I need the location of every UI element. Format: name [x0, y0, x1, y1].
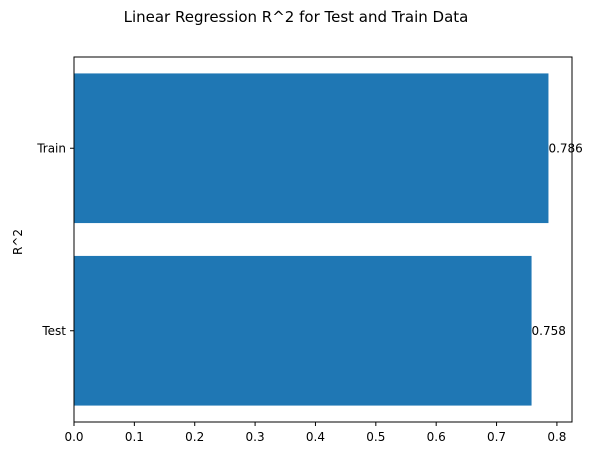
x-tick-label: 0.6 [427, 430, 446, 444]
y-tick-label-train: Train [36, 141, 66, 155]
y-axis-label: R^2 [11, 229, 25, 255]
x-tick-label: 0.4 [306, 430, 325, 444]
x-tick-label: 0.7 [487, 430, 506, 444]
plot-frame [73, 56, 573, 423]
x-tick-label: 0.8 [547, 430, 566, 444]
x-tick-label: 0.5 [366, 430, 385, 444]
x-tick-label: 0.3 [246, 430, 265, 444]
bars-group [74, 73, 549, 406]
y-tick-label-test: Test [41, 324, 66, 338]
bar-train [74, 73, 549, 224]
value-label-test: 0.758 [532, 324, 566, 338]
x-tick-label: 0.1 [125, 430, 144, 444]
value-label-train: 0.786 [548, 141, 582, 155]
bar-test [74, 255, 532, 406]
value-labels-group: 0.758 0.786 [532, 141, 583, 338]
x-tick-label: 0.2 [185, 430, 204, 444]
y-ticks-group: Test Train [36, 141, 74, 338]
x-tick-label: 0.0 [64, 430, 83, 444]
x-ticks-group: 0.0 0.1 0.2 0.3 0.4 0.5 0.6 0.7 0.8 [64, 422, 566, 444]
chart-title: Linear Regression R^2 for Test and Train… [124, 8, 469, 26]
